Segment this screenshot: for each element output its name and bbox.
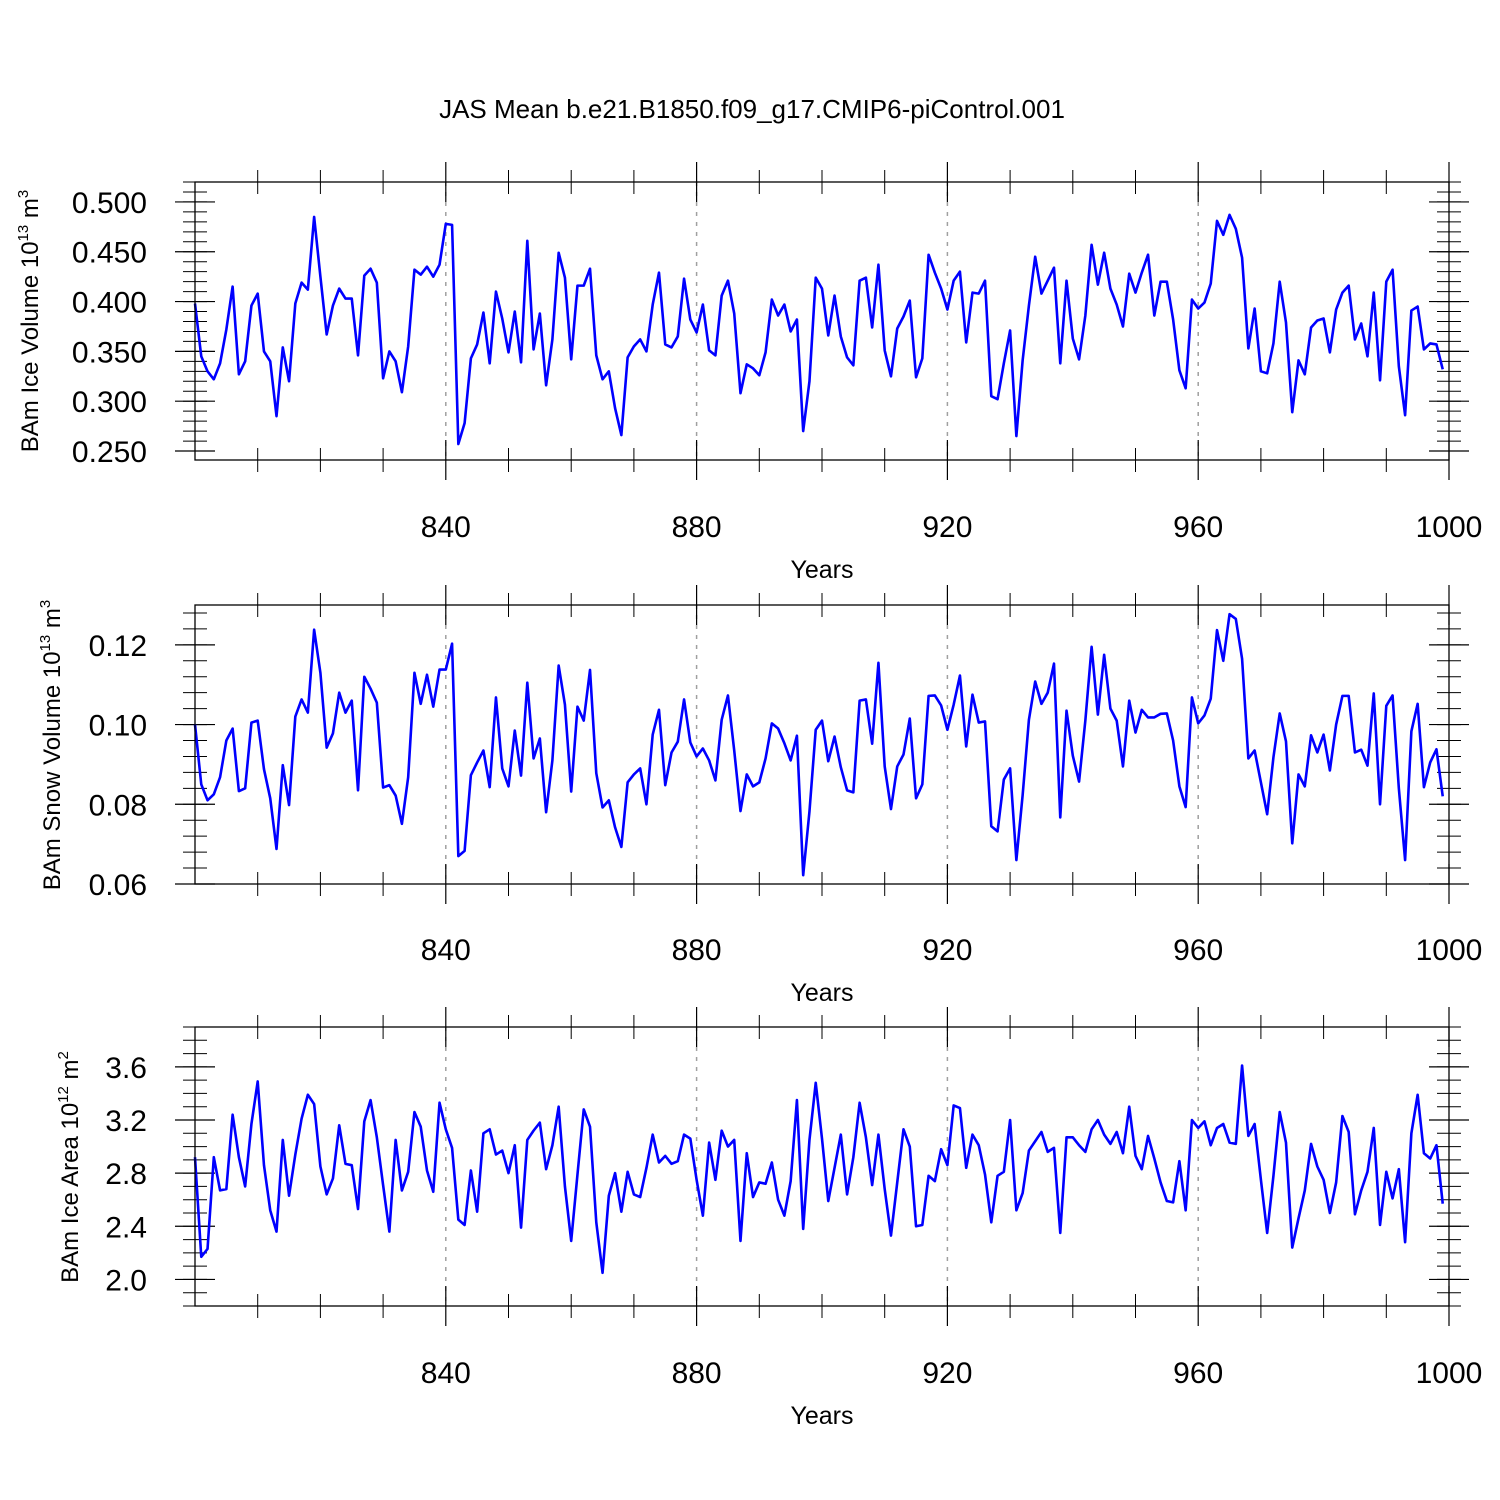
x-tick-label: 1000 bbox=[1416, 1357, 1483, 1390]
x-tick-label: 1000 bbox=[1416, 511, 1483, 544]
plot-frame bbox=[194, 1026, 1450, 1307]
series-line-ice-area bbox=[193, 1064, 1445, 1275]
panel-ice-volume: 0.250 0.300 0.350 0.400 0.450 0.500 840 880 920 9… bbox=[15, 162, 1482, 584]
y-tick-label: 0.300 bbox=[72, 386, 147, 419]
x-tick-label: 840 bbox=[421, 511, 471, 544]
y-tick-label: 3.6 bbox=[105, 1052, 147, 1085]
y-tick-label: 0.10 bbox=[89, 710, 147, 743]
y-tick-label: 0.06 bbox=[89, 869, 147, 902]
x-axis-title: Years bbox=[790, 979, 853, 1007]
x-tick-label: 920 bbox=[922, 934, 972, 967]
chart-title: JAS Mean b.e21.B1850.f09_g17.CMIP6-piCon… bbox=[439, 94, 1065, 124]
x-axis-title: Years bbox=[790, 1402, 853, 1430]
y-tick-label: 3.2 bbox=[105, 1105, 147, 1138]
x-tick-label: 960 bbox=[1173, 511, 1223, 544]
x-tick-label: 840 bbox=[421, 1357, 471, 1390]
x-tick-label: 880 bbox=[672, 1357, 722, 1390]
y-axis-title: BAm Ice Area 1012 m2 bbox=[55, 1051, 84, 1283]
y-tick-label: 2.8 bbox=[105, 1158, 147, 1191]
x-axis-title: Years bbox=[790, 556, 853, 584]
series-line-ice-volume bbox=[193, 213, 1444, 446]
x-tick-label: 1000 bbox=[1416, 934, 1483, 967]
x-tick-label: 880 bbox=[672, 511, 722, 544]
y-tick-label: 0.12 bbox=[89, 630, 147, 663]
y-tick-label: 0.350 bbox=[72, 336, 147, 369]
y-axis-title: BAm Snow Volume 1013 m3 bbox=[37, 600, 66, 891]
y-tick-label: 2.4 bbox=[105, 1211, 147, 1244]
x-tick-label: 920 bbox=[922, 511, 972, 544]
y-tick-label: 0.250 bbox=[72, 436, 147, 469]
y-tick-label: 0.450 bbox=[72, 237, 147, 270]
y-tick-label: 2.0 bbox=[105, 1264, 147, 1297]
x-tick-label: 880 bbox=[672, 934, 722, 967]
x-tick-label: 960 bbox=[1173, 934, 1223, 967]
series-line-snow-volume bbox=[193, 612, 1445, 877]
plot-frame bbox=[194, 604, 1450, 885]
plot-frame bbox=[194, 181, 1450, 461]
y-tick-label: 0.08 bbox=[89, 789, 147, 822]
y-axis-title: BAm Ice Volume 1013 m3 bbox=[15, 190, 44, 452]
x-tick-label: 840 bbox=[421, 934, 471, 967]
x-tick-label: 960 bbox=[1173, 1357, 1223, 1390]
panel-ice-area: 2.0 2.4 2.8 3.2 3.6 840 880 920 960 1000 Years BAm … bbox=[55, 1007, 1482, 1430]
y-tick-label: 0.400 bbox=[72, 287, 147, 320]
x-tick-label: 920 bbox=[922, 1357, 972, 1390]
panel-snow-volume: 0.06 0.08 0.10 0.12 840 880 920 960 1000 Years BAm… bbox=[37, 585, 1482, 1007]
y-tick-label: 0.500 bbox=[72, 187, 147, 220]
